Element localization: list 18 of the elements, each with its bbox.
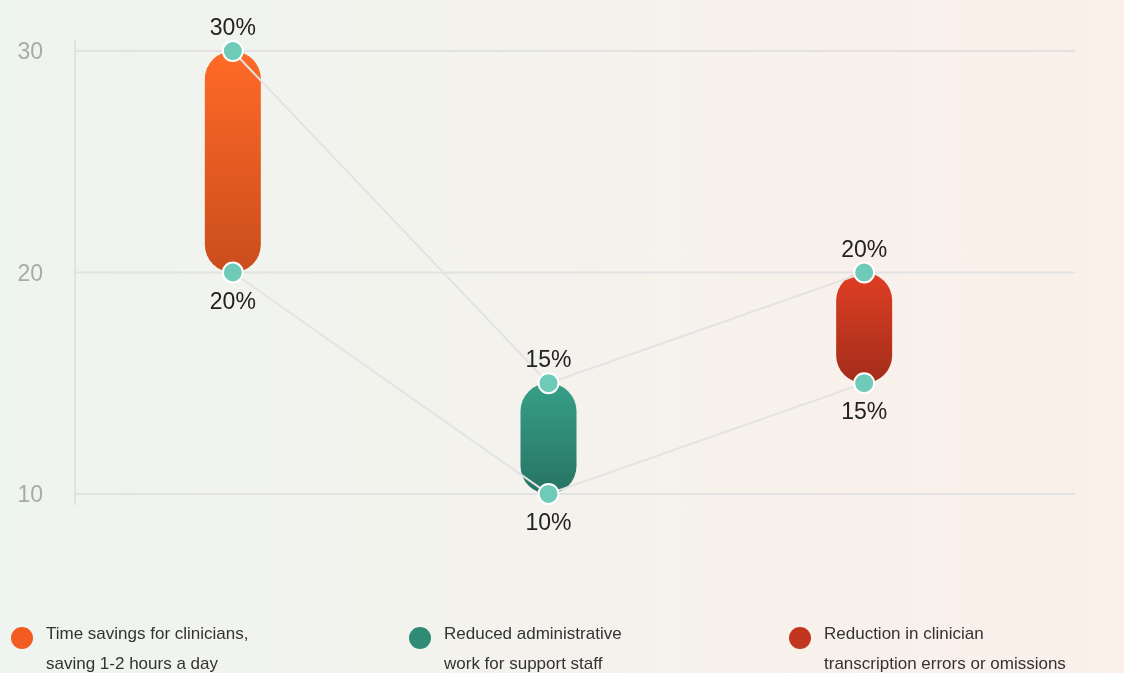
point <box>221 261 244 284</box>
data-label: 30% <box>209 14 256 41</box>
point <box>221 40 244 63</box>
point <box>853 372 876 395</box>
y-tick-label: 30 <box>17 38 43 65</box>
point <box>537 372 560 395</box>
legend-label: Time savings for clinicians, saving 1-2 hours a day <box>46 624 249 673</box>
legend-label: Reduced administrative work for support staff <box>443 624 622 673</box>
data-label: 15% <box>525 346 572 373</box>
data-label: 10% <box>525 508 572 535</box>
point <box>537 482 560 505</box>
y-tick-label: 10 <box>17 480 43 507</box>
data-label: 15% <box>841 398 888 425</box>
data-label: 20% <box>209 287 256 314</box>
point <box>853 261 876 284</box>
data-label: 20% <box>841 235 888 262</box>
y-tick-label: 20 <box>17 259 43 286</box>
legend-label: Reduction in clinician transcription errors or omissions <box>824 624 1066 673</box>
